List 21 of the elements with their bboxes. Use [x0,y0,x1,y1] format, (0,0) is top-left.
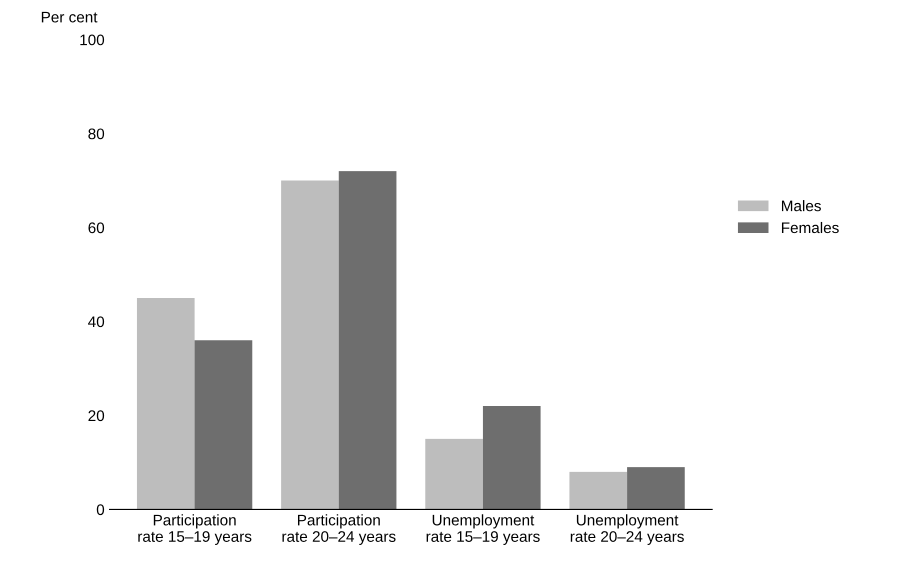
y-tick-label: 0 [96,504,104,516]
bar [281,180,339,510]
bar [194,340,252,510]
x-tick-label: Unemployment rate 20–24 years [570,514,684,545]
x-tick-label: Unemployment rate 15–19 years [426,514,540,545]
y-tick-label: 40 [88,316,104,328]
y-tick-label: 20 [88,410,104,422]
bar [569,472,628,510]
x-tick-label: Participation rate 20–24 years [282,514,396,545]
legend-label: Females [782,222,839,234]
bar [338,171,396,510]
legend-label: Males [782,200,821,212]
bar [425,438,483,510]
y-tick-label: 60 [88,222,104,234]
x-tick-label: Participation rate 15–19 years [138,514,252,545]
bar [627,467,685,510]
bar [482,406,541,510]
bar [136,298,195,510]
y-axis-title: Per cent [42,12,98,23]
y-tick-label: 80 [88,128,104,140]
y-tick-label: 100 [80,34,104,46]
